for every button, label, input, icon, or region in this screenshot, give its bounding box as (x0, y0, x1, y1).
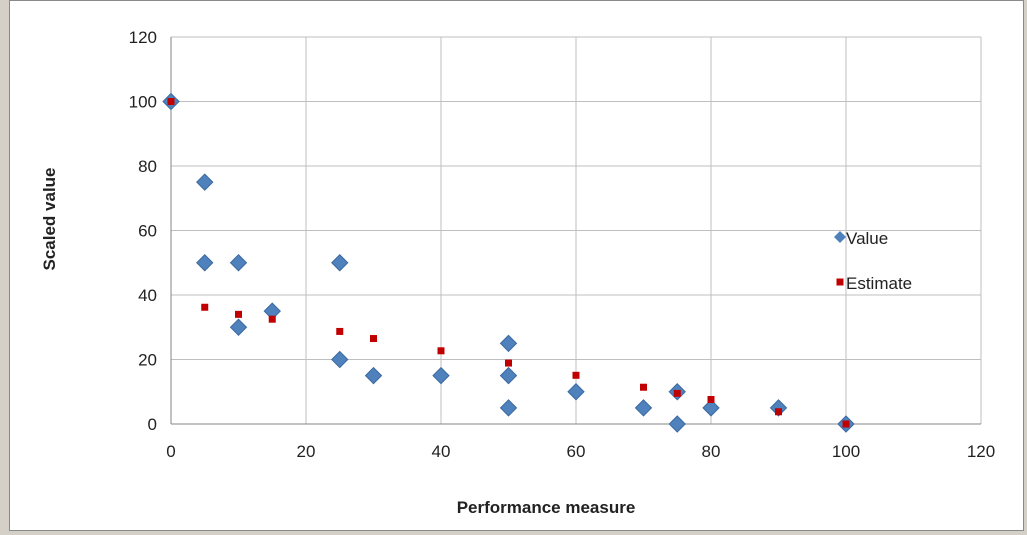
legend-item-estimate: Estimate (836, 274, 912, 293)
chart-frame: 0 20 40 60 80 100 120 0 20 40 60 80 100 120 Performan… (9, 0, 1024, 531)
x-tick-label: 0 (166, 442, 175, 461)
y-tick-label: 100 (129, 93, 157, 112)
x-tick-label: 80 (702, 442, 721, 461)
value-point (196, 254, 214, 272)
value-point (229, 254, 248, 272)
x-tick-label: 120 (967, 442, 995, 461)
estimate-point (572, 371, 580, 379)
value-point (499, 334, 518, 353)
value-point (567, 383, 585, 401)
legend-marker-estimate (836, 278, 844, 286)
estimate-point (167, 98, 175, 105)
y-tick-label: 40 (138, 286, 157, 305)
y-tick-label: 0 (148, 415, 157, 434)
x-tick-label: 100 (832, 442, 860, 461)
value-point (331, 350, 349, 369)
value-point (499, 366, 518, 385)
y-tick-label: 120 (129, 28, 157, 47)
estimate-point (370, 335, 377, 343)
estimate-point (775, 408, 782, 416)
value-point (702, 399, 720, 417)
estimate-point (640, 383, 647, 391)
estimate-point (336, 327, 344, 335)
legend-marker-value (834, 231, 846, 243)
data-points (162, 92, 855, 433)
value-point (769, 399, 788, 417)
value-point (432, 366, 450, 385)
legend-label-value: Value (846, 229, 888, 248)
x-axis-title: Performance measure (457, 498, 636, 517)
legend-item-value: Value (834, 229, 888, 248)
y-tick-label: 20 (138, 351, 157, 370)
value-point (499, 399, 518, 417)
value-point (634, 399, 653, 417)
x-tick-label: 20 (297, 442, 316, 461)
y-tick-label: 60 (138, 222, 157, 241)
estimate-point (201, 303, 209, 311)
tick-labels: 0 20 40 60 80 100 120 0 20 40 60 80 100 120 (129, 28, 996, 461)
value-point (196, 173, 214, 191)
estimate-point (505, 359, 512, 367)
value-point (668, 415, 686, 433)
gridlines (170, 36, 982, 425)
x-tick-label: 60 (567, 442, 586, 461)
value-point (331, 254, 349, 272)
value-point (364, 366, 383, 385)
y-axis-title: Scaled value (40, 167, 59, 270)
estimate-point (235, 310, 242, 318)
scatter-chart: 0 20 40 60 80 100 120 0 20 40 60 80 100 120 Performan… (40, 28, 996, 517)
estimate-point (673, 389, 681, 397)
legend-label-estimate: Estimate (846, 274, 912, 293)
estimate-point (437, 347, 445, 355)
x-tick-label: 40 (432, 442, 451, 461)
value-point (229, 318, 248, 336)
y-tick-label: 80 (138, 157, 157, 176)
estimate-point (268, 315, 276, 323)
estimate-point (707, 395, 715, 403)
legend: Value Estimate (834, 229, 912, 293)
estimate-point (842, 420, 850, 428)
